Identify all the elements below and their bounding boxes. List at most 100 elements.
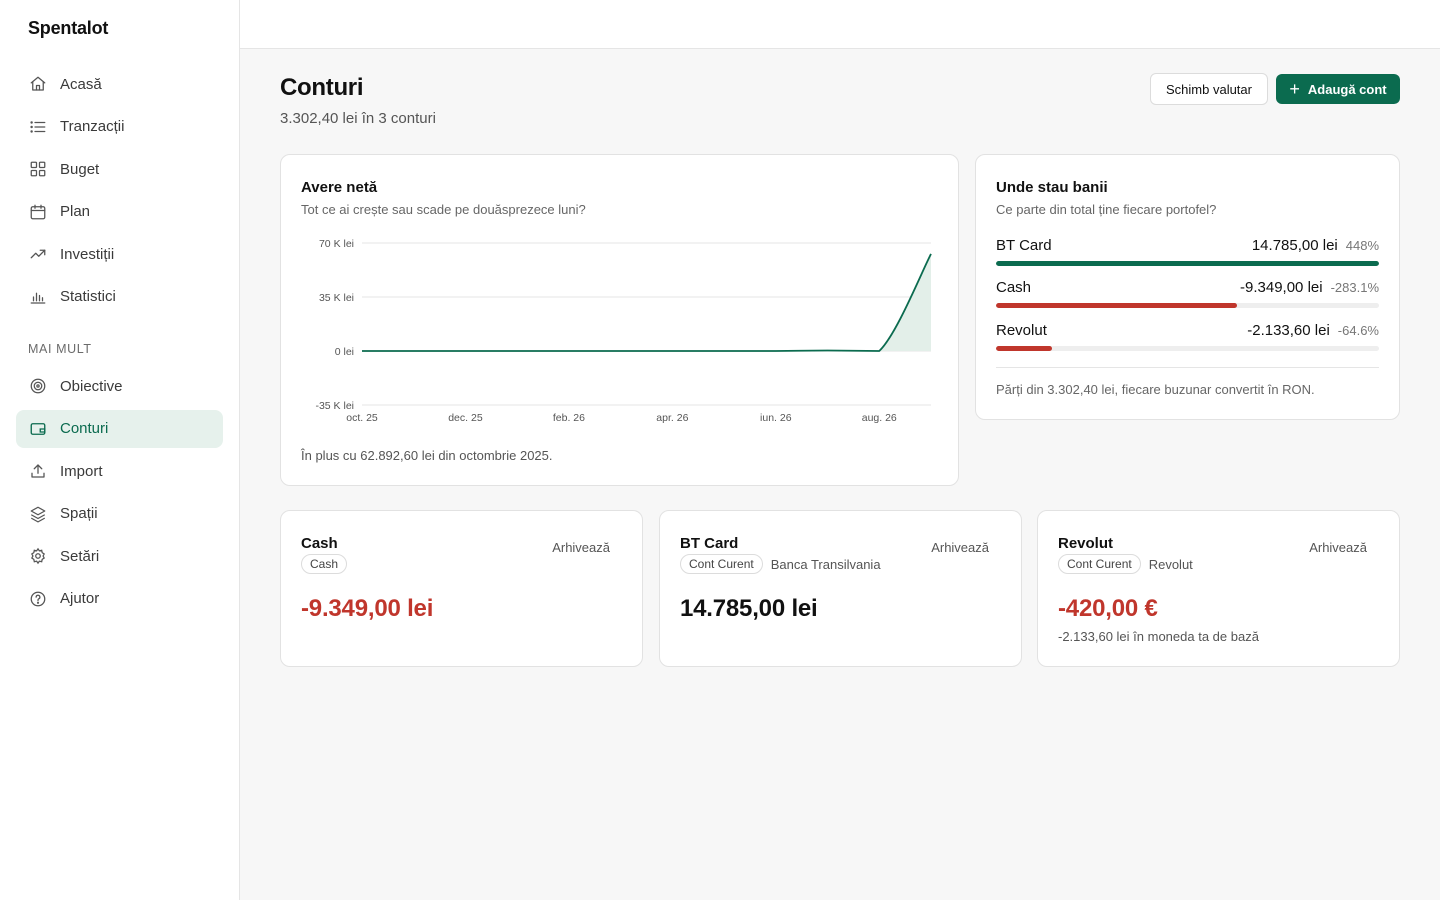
bank-name: Revolut bbox=[1148, 556, 1193, 572]
sidebar-item-ajutor[interactable]: Ajutor bbox=[16, 580, 223, 618]
sidebar-item-setari[interactable]: Setări bbox=[16, 537, 223, 575]
wallet-amount: -2.133,60 lei bbox=[1247, 322, 1330, 339]
y-tick-label: 70 K lei bbox=[319, 238, 354, 250]
wallet-percent: -64.6% bbox=[1337, 323, 1379, 338]
networth-title: Avere netă bbox=[301, 179, 378, 196]
trending-up-icon bbox=[28, 244, 48, 264]
archive-button[interactable]: Arhivează bbox=[552, 540, 610, 555]
sidebar-item-label: Buget bbox=[60, 160, 100, 178]
list-icon bbox=[28, 117, 48, 137]
archive-button[interactable]: Arhivează bbox=[1309, 540, 1367, 555]
account-base-currency-note: -2.133,60 lei în moneda ta de bază bbox=[1058, 629, 1259, 644]
wallet-row: Revolut -2.133,60 lei -64.6% bbox=[996, 322, 1379, 351]
account-type-badge: Cash bbox=[301, 554, 348, 574]
sidebar-item-spatii[interactable]: Spații bbox=[16, 495, 223, 533]
more-nav: Obiective Conturi Import Spații Setări bbox=[16, 367, 223, 623]
wallet-name: Cash bbox=[996, 279, 1032, 296]
y-tick-label: 0 lei bbox=[335, 346, 354, 358]
sidebar-item-label: Statistici bbox=[60, 288, 116, 306]
app-logo[interactable]: Spentalot bbox=[28, 18, 109, 38]
archive-button[interactable]: Arhivează bbox=[931, 540, 989, 555]
wallet-icon bbox=[28, 419, 48, 439]
sidebar-item-label: Investiții bbox=[60, 245, 115, 263]
bank-name: Banca Transilvania bbox=[770, 556, 881, 572]
bar-chart-icon bbox=[28, 287, 48, 307]
wallet-name: BT Card bbox=[996, 237, 1052, 254]
x-tick-label: feb. 26 bbox=[553, 412, 585, 424]
wallet-bar-fill bbox=[996, 261, 1379, 266]
networth-line bbox=[362, 253, 932, 352]
account-balance: -420,00 € bbox=[1058, 595, 1158, 622]
sidebar-item-import[interactable]: Import bbox=[16, 452, 223, 490]
exchange-button[interactable]: Schimb valutar bbox=[1150, 73, 1268, 105]
add-account-label: Adaugă cont bbox=[1307, 81, 1387, 97]
y-tick-label: -35 K lei bbox=[315, 400, 354, 412]
wallets-subtitle: Ce parte din total ține fiecare portofel… bbox=[996, 202, 1217, 217]
sidebar-item-label: Import bbox=[60, 462, 103, 480]
gear-icon bbox=[28, 546, 48, 566]
sidebar-item-tranzactii[interactable]: Tranzacții bbox=[16, 108, 223, 146]
sidebar-item-label: Setări bbox=[60, 547, 100, 565]
account-name: Cash bbox=[301, 535, 338, 552]
sidebar-item-plan[interactable]: Plan bbox=[16, 193, 223, 231]
account-card-revolut[interactable]: Revolut Arhivează Cont Curent Revolut -4… bbox=[1037, 510, 1400, 667]
calendar-icon bbox=[28, 202, 48, 222]
x-tick-label: dec. 25 bbox=[448, 412, 483, 424]
sidebar-item-label: Plan bbox=[60, 203, 91, 221]
layers-icon bbox=[28, 504, 48, 524]
account-name: BT Card bbox=[680, 535, 739, 552]
sidebar-item-label: Tranzacții bbox=[60, 118, 125, 136]
account-card-cash[interactable]: Cash Arhivează Cash -9.349,00 lei bbox=[280, 510, 643, 667]
networth-area bbox=[362, 253, 931, 351]
grid-icon bbox=[28, 159, 48, 179]
account-type-badge: Cont Curent bbox=[1058, 554, 1141, 574]
account-balance: -9.349,00 lei bbox=[301, 595, 434, 622]
main-nav: Acasă Tranzacții Buget Plan Investiții bbox=[16, 65, 223, 321]
plus-icon: + bbox=[1289, 79, 1300, 99]
sidebar-item-acasa[interactable]: Acasă bbox=[16, 65, 223, 103]
section-label-more: MAI MULT bbox=[28, 342, 92, 356]
sidebar-item-label: Acasă bbox=[60, 75, 102, 93]
y-tick-label: 35 K lei bbox=[319, 292, 354, 304]
wallet-name: Revolut bbox=[996, 322, 1047, 339]
wallet-amount: 14.785,00 lei bbox=[1251, 237, 1338, 254]
help-icon bbox=[28, 589, 48, 609]
networth-subtitle: Tot ce ai crește sau scade pe douăspreze… bbox=[301, 202, 586, 217]
x-tick-label: apr. 26 bbox=[656, 412, 688, 424]
wallet-distribution-card: Unde stau banii Ce parte din total ține … bbox=[975, 154, 1400, 420]
sidebar-item-conturi[interactable]: Conturi bbox=[16, 409, 223, 448]
wallet-bar-track bbox=[996, 261, 1379, 266]
divider bbox=[996, 367, 1379, 368]
account-card-bt-card[interactable]: BT Card Arhivează Cont Curent Banca Tran… bbox=[659, 510, 1022, 667]
sidebar-item-label: Spații bbox=[60, 505, 98, 523]
sidebar: Spentalot Acasă Tranzacții Buget Plan bbox=[0, 0, 240, 900]
upload-icon bbox=[28, 461, 48, 481]
wallet-bar-track bbox=[996, 346, 1379, 351]
wallet-bar-fill bbox=[996, 303, 1238, 308]
sidebar-item-label: Ajutor bbox=[60, 590, 100, 608]
wallets-note: Părți din 3.302,40 lei, fiecare buzunar … bbox=[996, 382, 1315, 397]
top-bar bbox=[240, 0, 1440, 49]
x-tick-label: iun. 26 bbox=[760, 412, 792, 424]
sidebar-item-label: Obiective bbox=[60, 377, 123, 395]
add-account-button[interactable]: + Adaugă cont bbox=[1276, 74, 1400, 104]
account-type-badge: Cont Curent bbox=[680, 554, 763, 574]
networth-chart: -35 K lei 0 lei 35 K lei 70 K lei oct. 25 dec… bbox=[315, 238, 932, 424]
sidebar-item-obiective[interactable]: Obiective bbox=[16, 367, 223, 405]
x-tick-label: oct. 25 bbox=[346, 412, 378, 424]
account-balance: 14.785,00 lei bbox=[680, 595, 818, 622]
sidebar-item-buget[interactable]: Buget bbox=[16, 150, 223, 188]
home-icon bbox=[28, 74, 48, 94]
wallet-percent: 448% bbox=[1345, 238, 1379, 253]
wallet-row: BT Card 14.785,00 lei 448% bbox=[996, 237, 1379, 266]
target-icon bbox=[28, 376, 48, 396]
wallet-amount: -9.349,00 lei bbox=[1240, 279, 1323, 296]
wallets-title: Unde stau banii bbox=[996, 179, 1108, 196]
sidebar-item-investitii[interactable]: Investiții bbox=[16, 235, 223, 273]
networth-note: În plus cu 62.892,60 lei din octombrie 2… bbox=[301, 448, 553, 463]
wallet-row: Cash -9.349,00 lei -283.1% bbox=[996, 279, 1379, 308]
sidebar-item-label: Conturi bbox=[60, 420, 109, 438]
wallet-bar-fill bbox=[996, 346, 1052, 351]
sidebar-item-statistici[interactable]: Statistici bbox=[16, 278, 223, 316]
wallet-bar-track bbox=[996, 303, 1379, 308]
